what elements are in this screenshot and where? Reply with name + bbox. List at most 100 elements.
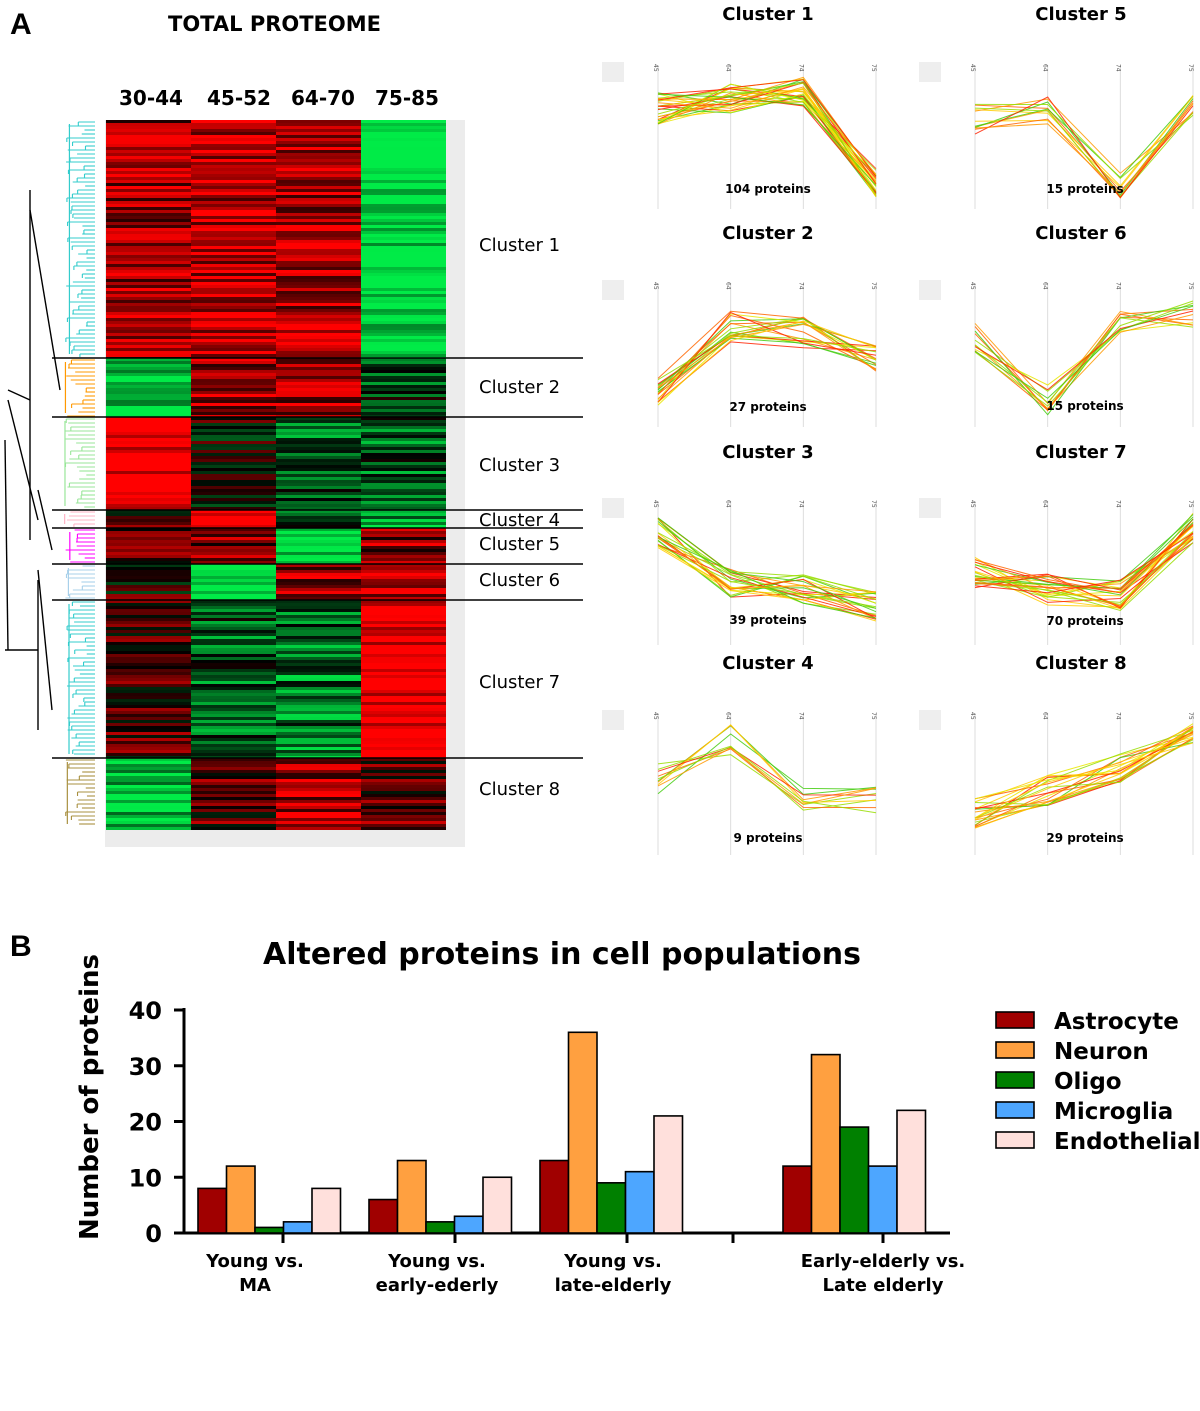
- age-label-1: 30-44: [119, 86, 183, 110]
- x-tick-label: Young vs.: [563, 1251, 662, 1272]
- legend-swatch-astrocyte: [995, 1011, 1035, 1029]
- heatmap-cluster-label-4: Cluster 4: [479, 510, 561, 531]
- profile-count-2: 27 proteins: [729, 400, 807, 414]
- bar-endothelial-3: [896, 1109, 927, 1234]
- svg-text:64: 64: [725, 500, 732, 508]
- bar-oligo-2: [596, 1182, 627, 1234]
- svg-text:45: 45: [652, 282, 659, 290]
- profile-title-7: Cluster 7: [1035, 442, 1127, 463]
- legend-label-oligo: Oligo: [1054, 1069, 1122, 1095]
- svg-text:45: 45: [652, 500, 659, 508]
- svg-text:74: 74: [1114, 712, 1121, 720]
- svg-text:74: 74: [797, 64, 804, 72]
- svg-text:75: 75: [1187, 64, 1194, 72]
- bar-microglia-1: [453, 1215, 484, 1234]
- legend-label-neuron: Neuron: [1054, 1039, 1149, 1065]
- bar-microglia-2: [624, 1170, 655, 1234]
- profile-plots: 45 64 74 75 45 64 74 75 45 64 74 75 45 64 74 75 45 64 74 75…: [602, 62, 1194, 855]
- profile-count-1: 104 proteins: [725, 182, 811, 196]
- svg-text:45: 45: [969, 282, 976, 290]
- legend-label-astrocyte: Astrocyte: [1054, 1009, 1179, 1035]
- profile-title-5: Cluster 5: [1035, 4, 1127, 25]
- dendrogram: [4, 121, 95, 825]
- bar-astrocyte-2: [539, 1159, 570, 1234]
- legend: Astrocyte Neuron Oligo Microglia Endothelial: [995, 1009, 1200, 1155]
- svg-text:74: 74: [1114, 500, 1121, 508]
- svg-text:75: 75: [1187, 282, 1194, 290]
- bar-neuron-2: [567, 1031, 598, 1234]
- svg-text:75: 75: [1187, 500, 1194, 508]
- svg-text:75: 75: [870, 282, 877, 290]
- svg-text:74: 74: [797, 712, 804, 720]
- y-tick-label: 0: [145, 1220, 162, 1248]
- x-tick-label: Young vs.: [387, 1251, 486, 1272]
- profile-count-7: 70 proteins: [1046, 614, 1124, 628]
- legend-swatch-microglia: [995, 1101, 1035, 1119]
- legend-label-microglia: Microglia: [1054, 1099, 1173, 1125]
- svg-text:45: 45: [969, 712, 976, 720]
- heatmap-cluster-label-2: Cluster 2: [479, 377, 561, 398]
- panel-a-title: TOTAL PROTEOME: [168, 12, 381, 36]
- y-tick-label: 40: [129, 997, 162, 1025]
- svg-text:75: 75: [870, 500, 877, 508]
- svg-text:74: 74: [1114, 64, 1121, 72]
- profile-title-3: Cluster 3: [722, 442, 814, 463]
- svg-text:75: 75: [870, 712, 877, 720]
- bar-endothelial-0: [311, 1187, 342, 1234]
- legend-label-endothelial: Endothelial: [1054, 1129, 1200, 1155]
- bar-microglia-3: [867, 1165, 898, 1234]
- y-tick-label: 10: [129, 1164, 162, 1192]
- x-tick-label: MA: [239, 1275, 271, 1296]
- profile-count-5: 15 proteins: [1046, 182, 1124, 196]
- age-label-4: 75-85: [375, 86, 439, 110]
- profile-count-3: 39 proteins: [729, 613, 807, 627]
- svg-text:64: 64: [725, 712, 732, 720]
- bar-neuron-1: [396, 1159, 427, 1234]
- svg-text:64: 64: [725, 64, 732, 72]
- x-tick-label: late-elderly: [555, 1275, 672, 1296]
- bar-chart: Altered proteins in cell populations Num…: [75, 937, 1200, 1296]
- profile-count-8: 29 proteins: [1046, 831, 1124, 845]
- bar-astrocyte-3: [782, 1165, 813, 1234]
- heatmap-cluster-label-8: Cluster 8: [479, 779, 561, 800]
- legend-swatch-oligo: [995, 1071, 1035, 1089]
- svg-text:64: 64: [725, 282, 732, 290]
- bar-astrocyte-1: [368, 1198, 399, 1234]
- bar-oligo-1: [425, 1221, 456, 1234]
- heatmap-cluster-label-6: Cluster 6: [479, 570, 561, 591]
- x-tick-label: Late elderly: [823, 1275, 944, 1296]
- heatmap-dendrogram: [4, 120, 583, 847]
- svg-text:74: 74: [797, 500, 804, 508]
- svg-text:64: 64: [1042, 500, 1049, 508]
- heatmap-cluster-label-5: Cluster 5: [479, 534, 561, 555]
- svg-text:64: 64: [1042, 64, 1049, 72]
- x-tick-label: early-ederly: [376, 1275, 499, 1296]
- profile-count-6: 15 proteins: [1046, 399, 1124, 413]
- x-tick-label: Young vs.: [205, 1251, 304, 1272]
- profile-title-8: Cluster 8: [1035, 653, 1127, 674]
- svg-text:74: 74: [1114, 282, 1121, 290]
- y-axis-label: Number of proteins: [75, 954, 105, 1240]
- y-tick-label: 30: [129, 1053, 162, 1081]
- svg-text:64: 64: [1042, 712, 1049, 720]
- legend-swatch-neuron: [995, 1041, 1035, 1059]
- bar-microglia-0: [282, 1221, 313, 1234]
- age-label-2: 45-52: [207, 86, 271, 110]
- svg-text:75: 75: [870, 64, 877, 72]
- svg-text:74: 74: [797, 282, 804, 290]
- svg-text:45: 45: [969, 500, 976, 508]
- bar-neuron-3: [810, 1053, 841, 1234]
- bar-oligo-3: [839, 1126, 870, 1234]
- x-tick-labels: Young vs. MA Young vs. early-ederly Young vs…: [205, 1251, 965, 1296]
- panel-b-letter: B: [10, 930, 32, 963]
- age-label-3: 64-70: [291, 86, 355, 110]
- svg-text:45: 45: [969, 64, 976, 72]
- svg-text:75: 75: [1187, 712, 1194, 720]
- heatmap-cluster-label-7: Cluster 7: [479, 672, 561, 693]
- bar-oligo-0: [254, 1226, 285, 1234]
- cluster-separators: [52, 357, 583, 759]
- heatmap-cluster-label-1: Cluster 1: [479, 235, 561, 256]
- y-tick-label: 20: [129, 1109, 162, 1137]
- panel-a-letter: A: [10, 8, 32, 41]
- chart-title: Altered proteins in cell populations: [263, 937, 861, 972]
